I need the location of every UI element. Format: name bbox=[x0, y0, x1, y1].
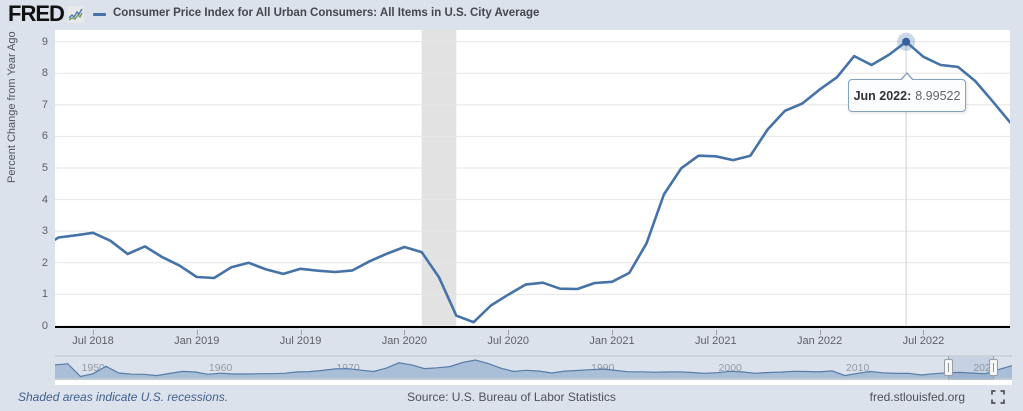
fred-sparkline-icon bbox=[66, 5, 84, 23]
navigator-decade-label: 2010 bbox=[845, 362, 870, 374]
navigator-selected-range[interactable] bbox=[948, 357, 993, 380]
fullscreen-icon[interactable] bbox=[991, 390, 1005, 404]
plot-area[interactable] bbox=[55, 30, 1010, 328]
chart-title: Consumer Price Index for All Urban Consu… bbox=[113, 7, 540, 19]
cpi-series-line bbox=[55, 40, 1010, 324]
x-axis-tick-mark bbox=[715, 330, 717, 335]
y-axis-tick-label: 1 bbox=[41, 288, 48, 301]
y-axis-tick-label: 2 bbox=[41, 256, 48, 269]
navigator-left-handle[interactable] bbox=[944, 359, 953, 376]
x-axis-tick-label: Jul 2021 bbox=[695, 335, 737, 347]
x-axis-tick-label: Jan 2019 bbox=[174, 335, 220, 347]
y-axis-tick-label: 4 bbox=[41, 193, 48, 206]
site-link[interactable]: fred.stlouisfed.org bbox=[869, 390, 965, 404]
highlighted-point-marker bbox=[902, 37, 911, 46]
x-axis-tick-mark bbox=[196, 330, 198, 335]
x-axis-tick-label: Jan 2021 bbox=[589, 335, 635, 347]
chart-header: FRED Consumer Price Index for All Urban … bbox=[0, 0, 1023, 28]
recessions-note-link[interactable]: Shaded areas indicate U.S. recessions. bbox=[18, 390, 229, 404]
fred-logo-text: FRED bbox=[8, 1, 65, 26]
series-legend-dash-icon bbox=[93, 13, 106, 16]
y-axis-tick-label: 9 bbox=[41, 35, 48, 48]
x-axis-tick-mark bbox=[508, 330, 510, 335]
navigator-bottom-strip bbox=[55, 380, 1012, 385]
range-navigator[interactable]: 19501960197019801990200020102020 bbox=[55, 354, 1012, 380]
x-axis-tick-mark bbox=[300, 330, 302, 335]
x-axis-tick-label: Jul 2018 bbox=[72, 335, 114, 347]
x-axis-tick-label: Jul 2020 bbox=[487, 335, 529, 347]
navigator-decade-label: 1960 bbox=[208, 362, 233, 374]
x-axis-tick-mark bbox=[819, 330, 821, 335]
y-axis-tick-label: 0 bbox=[41, 320, 48, 332]
y-axis-tick-label: 5 bbox=[41, 162, 48, 174]
x-axis-tick-label: Jan 2022 bbox=[796, 335, 843, 347]
x-axis-tick-label: Jul 2022 bbox=[902, 335, 945, 347]
y-axis-tick-label: 8 bbox=[41, 67, 48, 80]
x-axis-tick-mark bbox=[93, 330, 94, 335]
navigator-decade-label: 2000 bbox=[718, 362, 742, 374]
navigator-right-handle[interactable] bbox=[989, 359, 998, 376]
x-axis-tick-mark bbox=[404, 330, 406, 335]
fred-logo[interactable]: FRED bbox=[8, 1, 84, 26]
chart-footer: Shaded areas indicate U.S. recessions. S… bbox=[0, 388, 1023, 406]
tooltip: Jun 2022: 8.99522 bbox=[848, 72, 966, 112]
tooltip-date-label: Jun 2022: bbox=[853, 88, 912, 103]
recession-band bbox=[421, 30, 457, 326]
y-axis-tick-label: 7 bbox=[41, 98, 48, 111]
x-axis-tick-label: Jul 2019 bbox=[279, 335, 322, 347]
x-axis-tick-mark bbox=[612, 330, 613, 335]
y-axis-tick-label: 3 bbox=[41, 225, 48, 238]
navigator-area bbox=[55, 360, 1012, 379]
y-axis-tick-label: 6 bbox=[41, 130, 48, 143]
tooltip-value: 8.99522 bbox=[915, 88, 961, 103]
x-axis-tick-label: Jan 2020 bbox=[381, 335, 428, 347]
x-axis-tick-mark bbox=[923, 330, 925, 335]
source-text: Source: U.S. Bureau of Labor Statistics bbox=[407, 390, 616, 404]
